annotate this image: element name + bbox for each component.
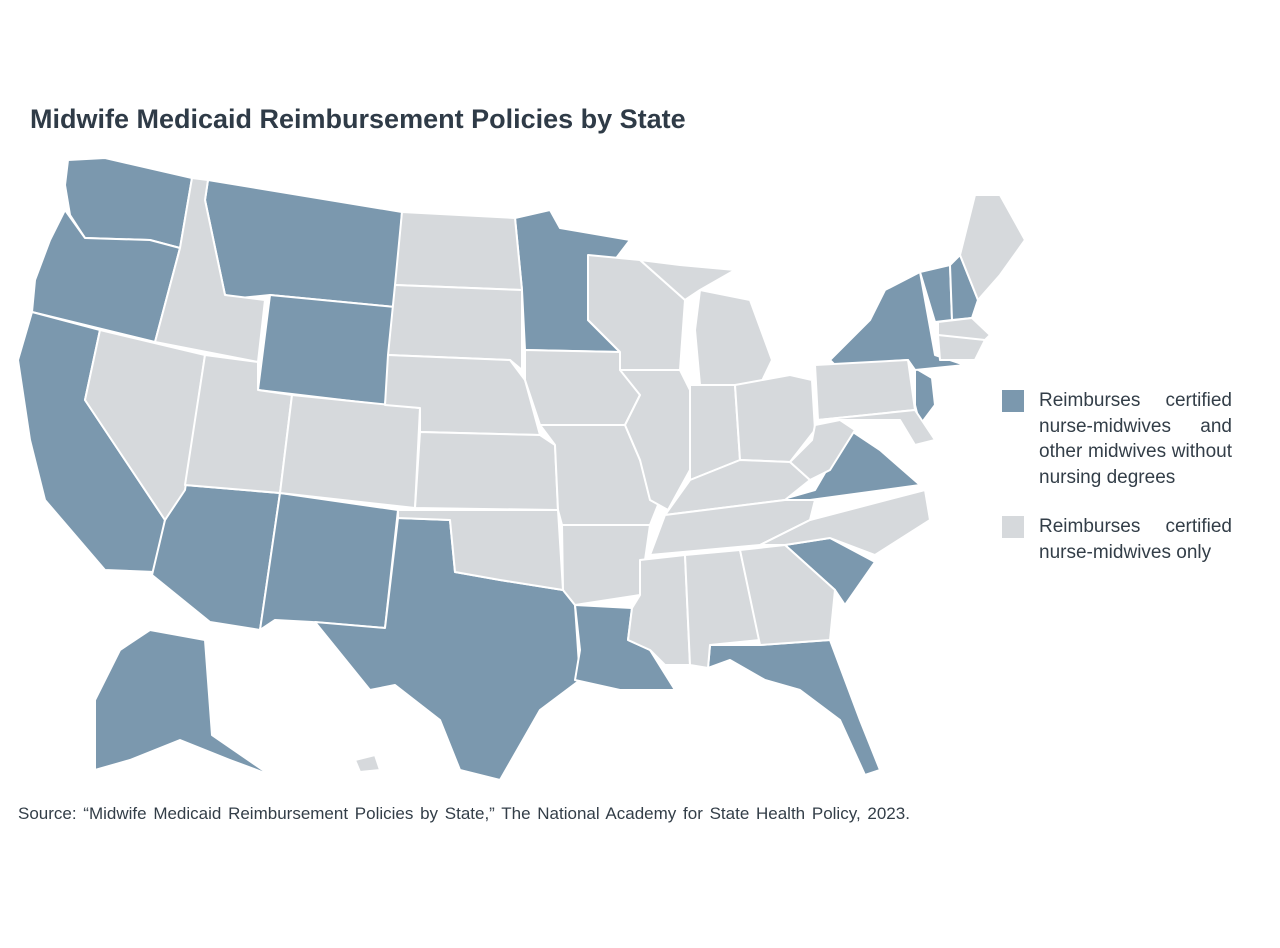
state: [619, 369, 691, 511]
legend-item: Reimburses certified nurse-midwives only: [1002, 514, 1242, 565]
legend-swatch: [1002, 516, 1024, 538]
state: [959, 194, 1026, 301]
state: [561, 524, 651, 606]
state: [639, 259, 736, 301]
state: [354, 754, 381, 773]
state: [817, 409, 936, 446]
state: [694, 289, 773, 386]
legend-swatch: [1002, 390, 1024, 412]
state: [789, 419, 856, 481]
legend: Reimburses certified nurse-midwives and …: [1002, 388, 1242, 589]
legend-label: Reimburses certified nurse-midwives and …: [1039, 390, 1232, 488]
state: [257, 294, 396, 406]
state: [154, 177, 266, 363]
state: [707, 639, 881, 776]
state: [414, 431, 559, 511]
state: [397, 509, 564, 591]
state: [259, 492, 399, 631]
state: [759, 489, 931, 556]
map-title: Midwife Medicaid Reimbursement Policies …: [30, 104, 686, 134]
state: [387, 284, 523, 371]
state: [394, 211, 523, 291]
state: [64, 157, 193, 249]
state: [279, 394, 421, 509]
source-note: Source: “Midwife Medicaid Reimbursement …: [18, 804, 910, 823]
state: [94, 629, 271, 776]
state: [84, 329, 206, 521]
state: [937, 334, 986, 361]
legend-item: Reimburses certified nurse-midwives and …: [1002, 388, 1242, 490]
state: [914, 367, 936, 426]
legend-label: Reimburses certified nurse-midwives only: [1039, 516, 1232, 563]
state: [204, 179, 403, 308]
